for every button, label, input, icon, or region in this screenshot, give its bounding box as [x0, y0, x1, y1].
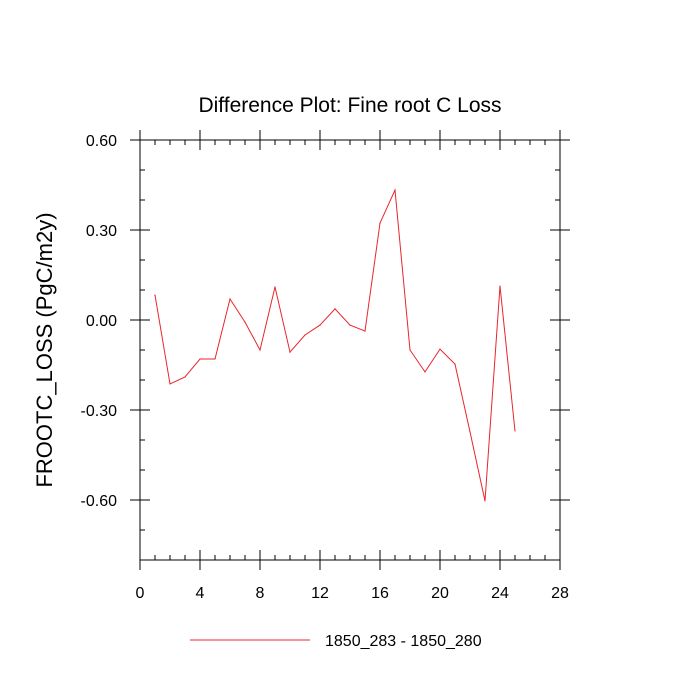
- data-point: [439, 348, 441, 350]
- legend: 1850_283 - 1850_280: [190, 633, 482, 650]
- data-point: [409, 349, 411, 351]
- x-tick-label: 16: [371, 585, 389, 602]
- data-point: [349, 324, 351, 326]
- data-point: [259, 349, 261, 351]
- data-point: [229, 298, 231, 300]
- data-point: [454, 363, 456, 365]
- x-axis-tick-labels: 0 4 8 12 16 20 24 28: [136, 585, 569, 602]
- data-point: [334, 308, 336, 310]
- x-axis-ticks: [139, 130, 561, 570]
- y-axis-tick-labels: 0.60 0.30 0.00 -0.30 -0.60: [81, 133, 118, 510]
- data-point: [379, 222, 381, 224]
- data-point: [364, 330, 366, 332]
- y-tick-label: 0.60: [86, 133, 117, 150]
- data-point: [304, 334, 306, 336]
- plot-frame: [139, 139, 561, 561]
- y-tick-label: 0.30: [86, 223, 117, 240]
- y-tick-label: -0.60: [81, 493, 118, 510]
- x-tick-label: 24: [491, 585, 509, 602]
- y-axis-ticks: [130, 139, 570, 531]
- data-point: [394, 189, 396, 191]
- data-point: [154, 294, 156, 296]
- data-point: [499, 285, 501, 287]
- chart-title: Difference Plot: Fine root C Loss: [198, 94, 501, 117]
- data-point: [289, 351, 291, 353]
- x-tick-label: 0: [136, 585, 145, 602]
- y-axis-label: FROOTC_LOSS (PgC/m2y): [32, 212, 57, 487]
- x-tick-label: 20: [431, 585, 449, 602]
- series-line: [154, 188, 516, 502]
- data-point: [514, 430, 516, 432]
- y-tick-label: 0.00: [86, 313, 117, 330]
- x-tick-label: 12: [311, 585, 329, 602]
- data-points: [154, 189, 516, 502]
- data-point: [244, 321, 246, 323]
- x-tick-label: 4: [196, 585, 205, 602]
- data-point: [169, 383, 171, 385]
- data-point: [274, 286, 276, 288]
- data-point: [424, 371, 426, 373]
- x-tick-label: 28: [551, 585, 569, 602]
- legend-entry: 1850_283 - 1850_280: [325, 633, 482, 650]
- data-point: [199, 358, 201, 360]
- data-point: [214, 358, 216, 360]
- data-point: [469, 431, 471, 433]
- x-tick-label: 8: [256, 585, 265, 602]
- data-point: [184, 376, 186, 378]
- data-point: [484, 500, 486, 502]
- y-tick-label: -0.30: [81, 403, 118, 420]
- data-point: [319, 324, 321, 326]
